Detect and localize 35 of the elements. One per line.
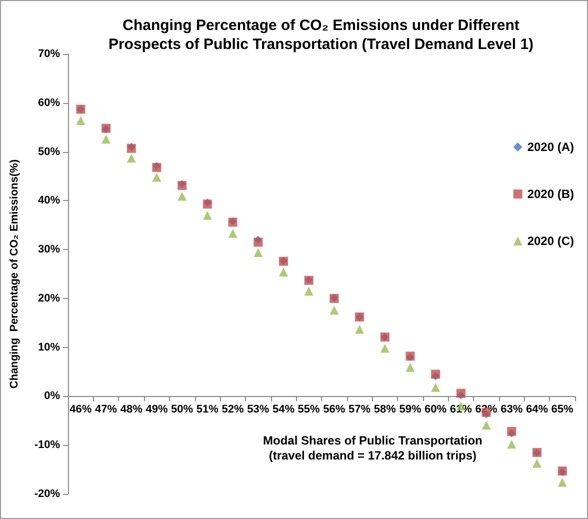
x-tick-label: 63% bbox=[500, 404, 523, 416]
y-tick-label: -20% bbox=[34, 488, 60, 500]
y-tick-label: 60% bbox=[38, 96, 60, 109]
x-tick-label: 48% bbox=[120, 404, 143, 416]
x-tick-label: 53% bbox=[247, 404, 270, 416]
y-tick-label: -10% bbox=[34, 439, 60, 452]
x-tick-label: 61% bbox=[450, 404, 472, 416]
y-tick-label: 30% bbox=[38, 244, 60, 256]
x-tick-label: 57% bbox=[348, 404, 371, 416]
x-tick-label: 50% bbox=[171, 404, 194, 416]
y-tick-label: 70% bbox=[38, 48, 60, 60]
x-tick-label: 56% bbox=[323, 404, 346, 416]
x-tick-label: 55% bbox=[298, 404, 320, 416]
y-tick-label: 0% bbox=[44, 390, 60, 402]
x-tick-label: 59% bbox=[399, 404, 422, 416]
x-tick-label: 51% bbox=[196, 404, 219, 416]
legend-label: 2020 (C) bbox=[527, 234, 574, 248]
x-tick-label: 49% bbox=[146, 404, 168, 416]
x-tick-label: 46% bbox=[70, 404, 92, 416]
legend-label: 2020 (B) bbox=[527, 187, 574, 201]
y-tick-label: 40% bbox=[38, 194, 60, 207]
x-tick-label: 60% bbox=[424, 404, 447, 416]
y-axis-title: Changing Percentage of CO₂ Emissions(%) bbox=[8, 159, 20, 389]
x-tick-label: 65% bbox=[551, 404, 574, 416]
legend-label: 2020 (A) bbox=[527, 140, 574, 154]
x-tick-label: 52% bbox=[222, 404, 244, 416]
y-tick-label: 50% bbox=[38, 146, 60, 158]
x-axis-title: Modal Shares of Public Transportation (travel demand = 17.842 billion trips) bbox=[262, 434, 482, 462]
x-tick-label: 47% bbox=[95, 404, 118, 416]
y-tick-label: 10% bbox=[38, 341, 60, 354]
x-tick-label: 58% bbox=[374, 404, 396, 416]
y-tick-label: 20% bbox=[38, 292, 60, 304]
chart-title: Changing Percentage of CO₂ Emissions under Different Prospects of Public Transportation (Travel Demand Level 1) bbox=[108, 17, 534, 53]
x-tick-label: 64% bbox=[526, 404, 548, 416]
x-tick-label: 54% bbox=[272, 404, 295, 416]
